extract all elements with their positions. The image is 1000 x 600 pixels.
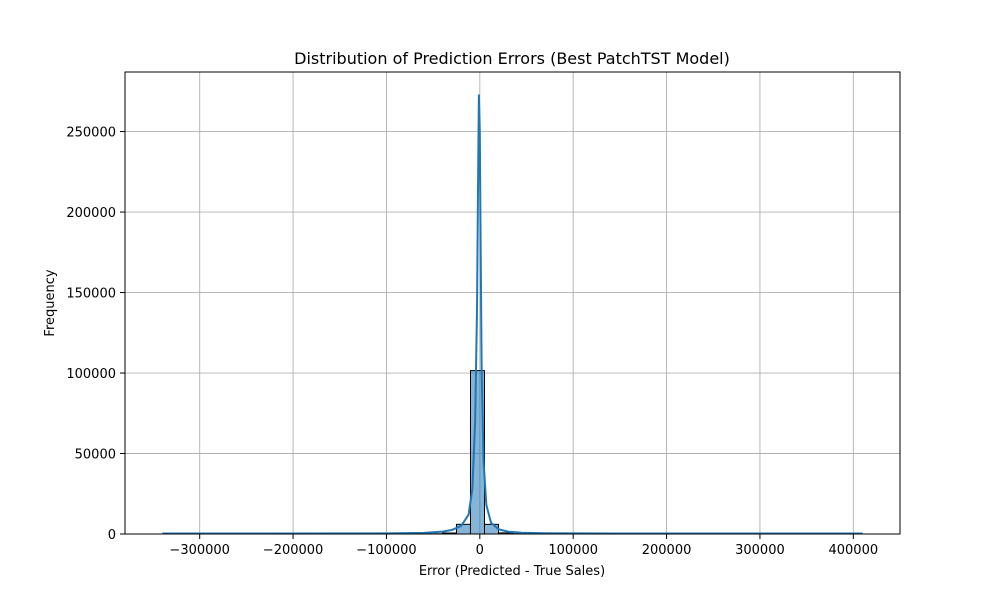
- grid: [125, 72, 900, 535]
- x-tick-label: −300000: [169, 543, 230, 558]
- y-tick-label: 0: [108, 528, 116, 543]
- chart-title: Distribution of Prediction Errors (Best …: [294, 49, 730, 68]
- x-axis-ticks: −300000 −200000 −100000 0 100000 200000 300000…: [169, 534, 878, 558]
- y-tick-label: 100000: [66, 367, 116, 382]
- y-tick-label: 150000: [66, 287, 116, 302]
- y-axis-label: Frequency: [43, 269, 58, 336]
- y-tick-label: 250000: [66, 126, 116, 141]
- x-tick-label: 200000: [642, 543, 692, 558]
- histogram-bar: [483, 523, 499, 535]
- y-tick-label: 50000: [75, 448, 116, 463]
- kde-curve: [162, 94, 863, 535]
- x-tick-label: 100000: [548, 543, 598, 558]
- x-tick-label: 400000: [828, 543, 878, 558]
- histogram-bar: [455, 523, 471, 535]
- x-tick-label: −100000: [356, 543, 417, 558]
- x-tick-label: 0: [476, 543, 484, 558]
- plot-frame: [124, 71, 901, 535]
- x-tick-label: −200000: [263, 543, 324, 558]
- x-tick-label: 300000: [735, 543, 785, 558]
- y-tick-label: 200000: [66, 206, 116, 221]
- y-axis-ticks: 0 50000 100000 150000 200000 250000: [66, 126, 125, 543]
- x-axis-label: Error (Predicted - True Sales): [419, 564, 605, 579]
